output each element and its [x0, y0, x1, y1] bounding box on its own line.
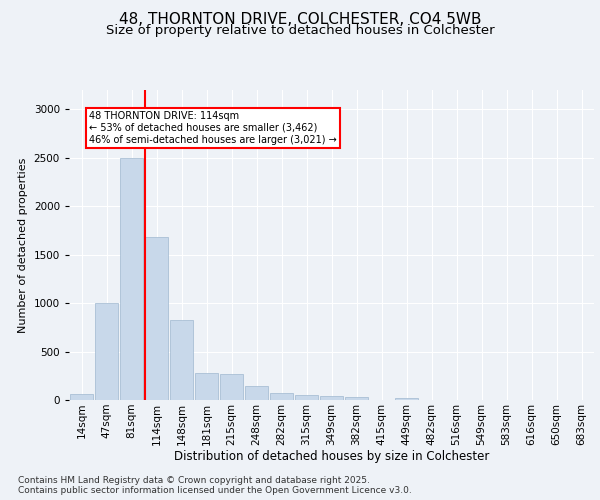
Bar	[95, 303, 118, 400]
Text: 48 THORNTON DRIVE: 114sqm
← 53% of detached houses are smaller (3,462)
46% of se: 48 THORNTON DRIVE: 114sqm ← 53% of detac…	[89, 112, 337, 144]
Bar	[270, 393, 293, 400]
Bar	[395, 398, 418, 400]
Bar	[220, 374, 243, 400]
Bar	[320, 396, 343, 400]
Bar	[295, 395, 318, 400]
Bar	[195, 373, 218, 400]
Bar	[70, 394, 93, 400]
Bar	[120, 158, 143, 400]
Bar	[245, 386, 268, 400]
Y-axis label: Number of detached properties: Number of detached properties	[18, 158, 28, 332]
X-axis label: Distribution of detached houses by size in Colchester: Distribution of detached houses by size …	[174, 450, 489, 464]
Bar	[145, 238, 168, 400]
Text: Contains HM Land Registry data © Crown copyright and database right 2025.
Contai: Contains HM Land Registry data © Crown c…	[18, 476, 412, 495]
Text: 48, THORNTON DRIVE, COLCHESTER, CO4 5WB: 48, THORNTON DRIVE, COLCHESTER, CO4 5WB	[119, 12, 481, 28]
Bar	[345, 397, 368, 400]
Text: Size of property relative to detached houses in Colchester: Size of property relative to detached ho…	[106, 24, 494, 37]
Bar	[170, 320, 193, 400]
